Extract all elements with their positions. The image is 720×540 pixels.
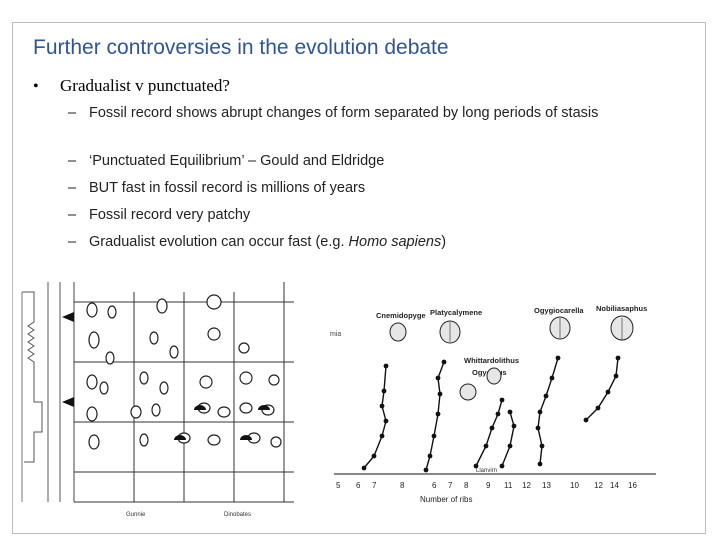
x-tick-label: 6 (356, 481, 361, 490)
stage-label: Llanvirn (476, 468, 497, 474)
x-tick-label: 7 (372, 481, 377, 490)
genus-label: Nobiliasaphus (596, 304, 647, 313)
genus-label: Ogygiocarella (534, 306, 584, 315)
x-tick-label: 10 (570, 481, 579, 490)
x-tick-label: 14 (610, 481, 619, 490)
x-tick-label: 16 (628, 481, 637, 490)
x-tick-label: 7 (448, 481, 453, 490)
x-axis-label: Number of ribs (420, 495, 472, 504)
subpoint-text: Fossil record shows abrupt changes of fo… (89, 105, 599, 121)
x-tick-label: 12 (594, 481, 603, 490)
bullet-marker: • (33, 78, 39, 95)
genus-label: Platycalymene (430, 308, 482, 317)
x-tick-label: 11 (504, 481, 513, 490)
stratigraphic-figure: Gunnie Dinobates (14, 262, 314, 520)
stratigraphic-figure-drawing: Gunnie Dinobates (21, 282, 294, 518)
column-label: Gunnie (126, 512, 146, 518)
dash-marker: – (68, 105, 77, 121)
side-label: mia (330, 331, 341, 338)
trilobite-lineage-figure: Cnemidopyge Platycalymene Ogygiocarella … (326, 296, 680, 504)
x-tick-label: 5 (336, 481, 341, 490)
slide-title: Further controversies in the evolution d… (33, 36, 449, 59)
subpoint-text: Gradualist evolution can occur fast (e.g… (89, 234, 447, 250)
slide-border (12, 22, 706, 534)
subpoint-text: ‘Punctuated Equilibrium’ – Gould and Eld… (89, 153, 385, 169)
x-tick-label: 12 (522, 481, 531, 490)
dash-marker: – (68, 234, 77, 250)
x-tick-label: 13 (542, 481, 551, 490)
subpoint-text: Fossil record very patchy (89, 207, 251, 223)
species-name: Homo sapiens (348, 234, 442, 250)
x-tick-label: 8 (400, 481, 405, 490)
column-label: Dinobates (224, 512, 251, 518)
genus-label: Cnemidopyge (376, 311, 426, 320)
trilobite-lineage-drawing: Cnemidopyge Platycalymene Ogygiocarella … (330, 304, 656, 504)
genus-label: Whittardolithus (464, 356, 519, 365)
dash-marker: – (68, 207, 77, 223)
dash-marker: – (68, 153, 77, 169)
dash-marker: – (68, 180, 77, 196)
bullet-heading: Gradualist v punctuated? (60, 76, 230, 95)
x-tick-label: 8 (464, 481, 469, 490)
x-tick-label: 9 (486, 481, 491, 490)
x-tick-label: 6 (432, 481, 437, 490)
subpoint-text: BUT fast in fossil record is millions of… (89, 180, 366, 196)
